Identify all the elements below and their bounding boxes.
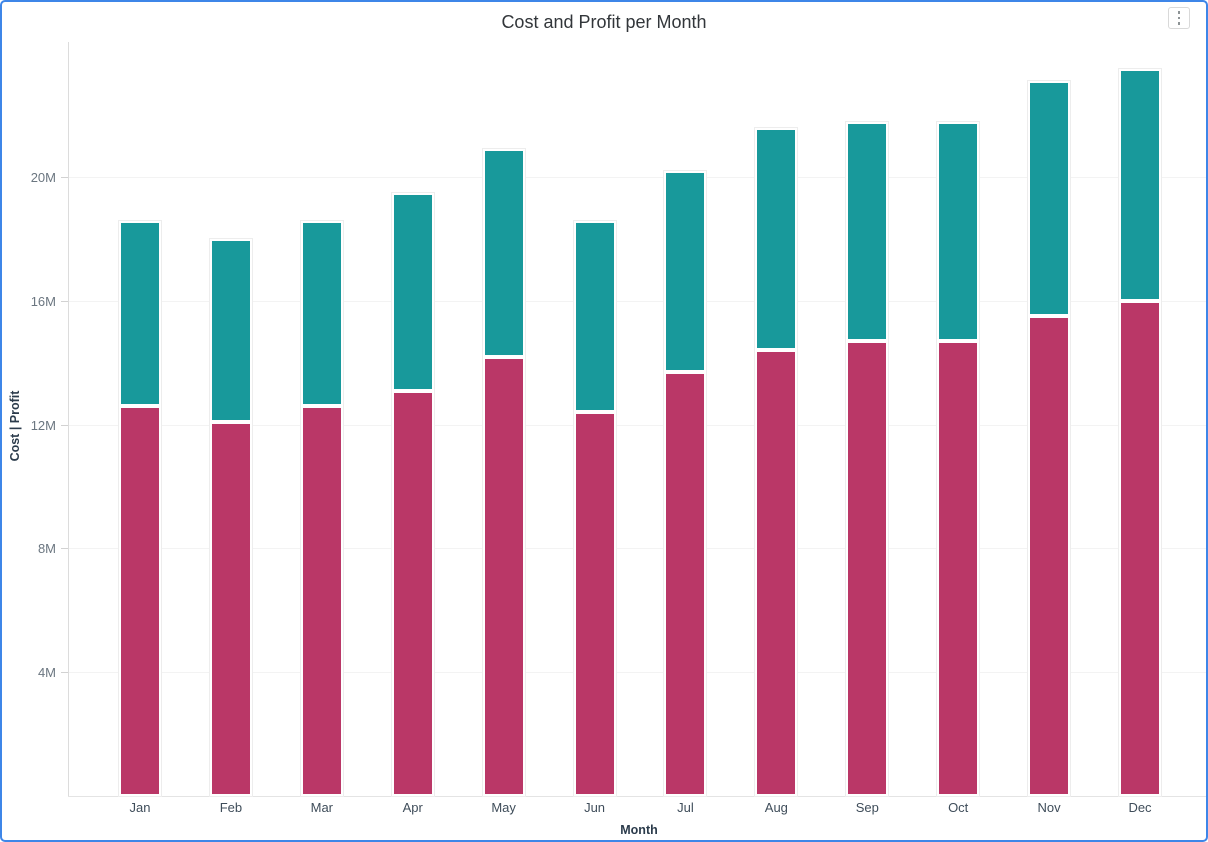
bar-dec-profit-segment[interactable]	[1119, 68, 1161, 301]
x-tick-label: Feb	[219, 800, 243, 815]
y-tick-label: 16M	[30, 293, 56, 309]
y-axis-tick	[61, 672, 68, 674]
bar-may-cost-segment[interactable]	[482, 356, 525, 796]
bar-feb	[209, 239, 252, 796]
y-tick-label: 20M	[30, 170, 56, 186]
bar-jan-profit-segment[interactable]	[119, 220, 161, 407]
bar-jun	[573, 220, 616, 796]
x-axis-line	[68, 796, 1206, 797]
bar-jun-profit-segment[interactable]	[573, 220, 616, 413]
x-tick-label: Aug	[764, 800, 788, 815]
bar-mar-cost-segment[interactable]	[300, 406, 343, 796]
x-tick-label: Jun	[584, 800, 606, 815]
bar-oct	[937, 121, 980, 796]
bar-jun-cost-segment[interactable]	[573, 412, 616, 796]
bar-mar	[300, 220, 343, 796]
x-tick-label: Oct	[948, 800, 969, 815]
bar-sep-profit-segment[interactable]	[846, 121, 889, 342]
bar-mar-profit-segment[interactable]	[300, 220, 343, 407]
bar-aug-cost-segment[interactable]	[755, 350, 798, 796]
bar-sep	[846, 121, 889, 796]
bar-apr-cost-segment[interactable]	[391, 390, 434, 796]
bar-dec	[1119, 68, 1161, 796]
bar-nov	[1028, 81, 1071, 796]
bar-aug-profit-segment[interactable]	[755, 127, 798, 351]
x-tick-label: Apr	[402, 800, 423, 815]
y-tick-label: 4M	[37, 665, 56, 681]
bar-may-profit-segment[interactable]	[482, 149, 525, 357]
bar-jul	[664, 171, 707, 796]
kebab-menu-icon	[1177, 11, 1181, 25]
gridline	[68, 424, 1206, 426]
bar-dec-cost-segment[interactable]	[1119, 300, 1161, 796]
gridline	[68, 177, 1206, 179]
y-axis-tick	[61, 177, 68, 179]
bar-may	[482, 149, 525, 796]
x-tick-label: Jul	[677, 800, 694, 815]
x-tick-label: Dec	[1128, 800, 1152, 815]
bar-jul-profit-segment[interactable]	[664, 171, 707, 373]
bar-jul-cost-segment[interactable]	[664, 372, 707, 796]
bar-nov-cost-segment[interactable]	[1028, 316, 1071, 796]
context-menu-button[interactable]	[1168, 7, 1190, 29]
y-axis-title: Cost | Profit	[8, 390, 22, 462]
bar-nov-profit-segment[interactable]	[1028, 81, 1071, 317]
gridline	[68, 300, 1206, 302]
bar-sep-cost-segment[interactable]	[846, 341, 889, 796]
bar-feb-profit-segment[interactable]	[209, 239, 252, 422]
bar-apr-profit-segment[interactable]	[391, 192, 434, 391]
x-tick-label: May	[491, 800, 516, 815]
chart-title: Cost and Profit per Month	[501, 12, 707, 32]
bar-jan-cost-segment[interactable]	[119, 406, 161, 796]
x-tick-label: Mar	[310, 800, 333, 815]
y-tick-label: 12M	[30, 417, 56, 433]
y-tick-label: 8M	[37, 541, 56, 557]
x-tick-label: Nov	[1037, 800, 1061, 815]
gridline	[68, 672, 1206, 674]
y-axis-tick	[61, 424, 68, 426]
x-tick-label: Jan	[129, 800, 151, 815]
bar-oct-cost-segment[interactable]	[937, 341, 980, 796]
y-axis-tick	[61, 300, 68, 302]
bar-apr	[391, 192, 434, 796]
bar-jan	[119, 220, 161, 796]
bar-oct-profit-segment[interactable]	[937, 121, 980, 342]
gridline	[68, 548, 1206, 550]
bar-feb-cost-segment[interactable]	[209, 421, 252, 796]
bar-aug	[755, 127, 798, 796]
y-axis-line	[68, 42, 69, 796]
x-tick-label: Sep	[855, 800, 879, 815]
y-axis-tick	[61, 548, 68, 550]
x-axis-title: Month	[620, 823, 658, 837]
